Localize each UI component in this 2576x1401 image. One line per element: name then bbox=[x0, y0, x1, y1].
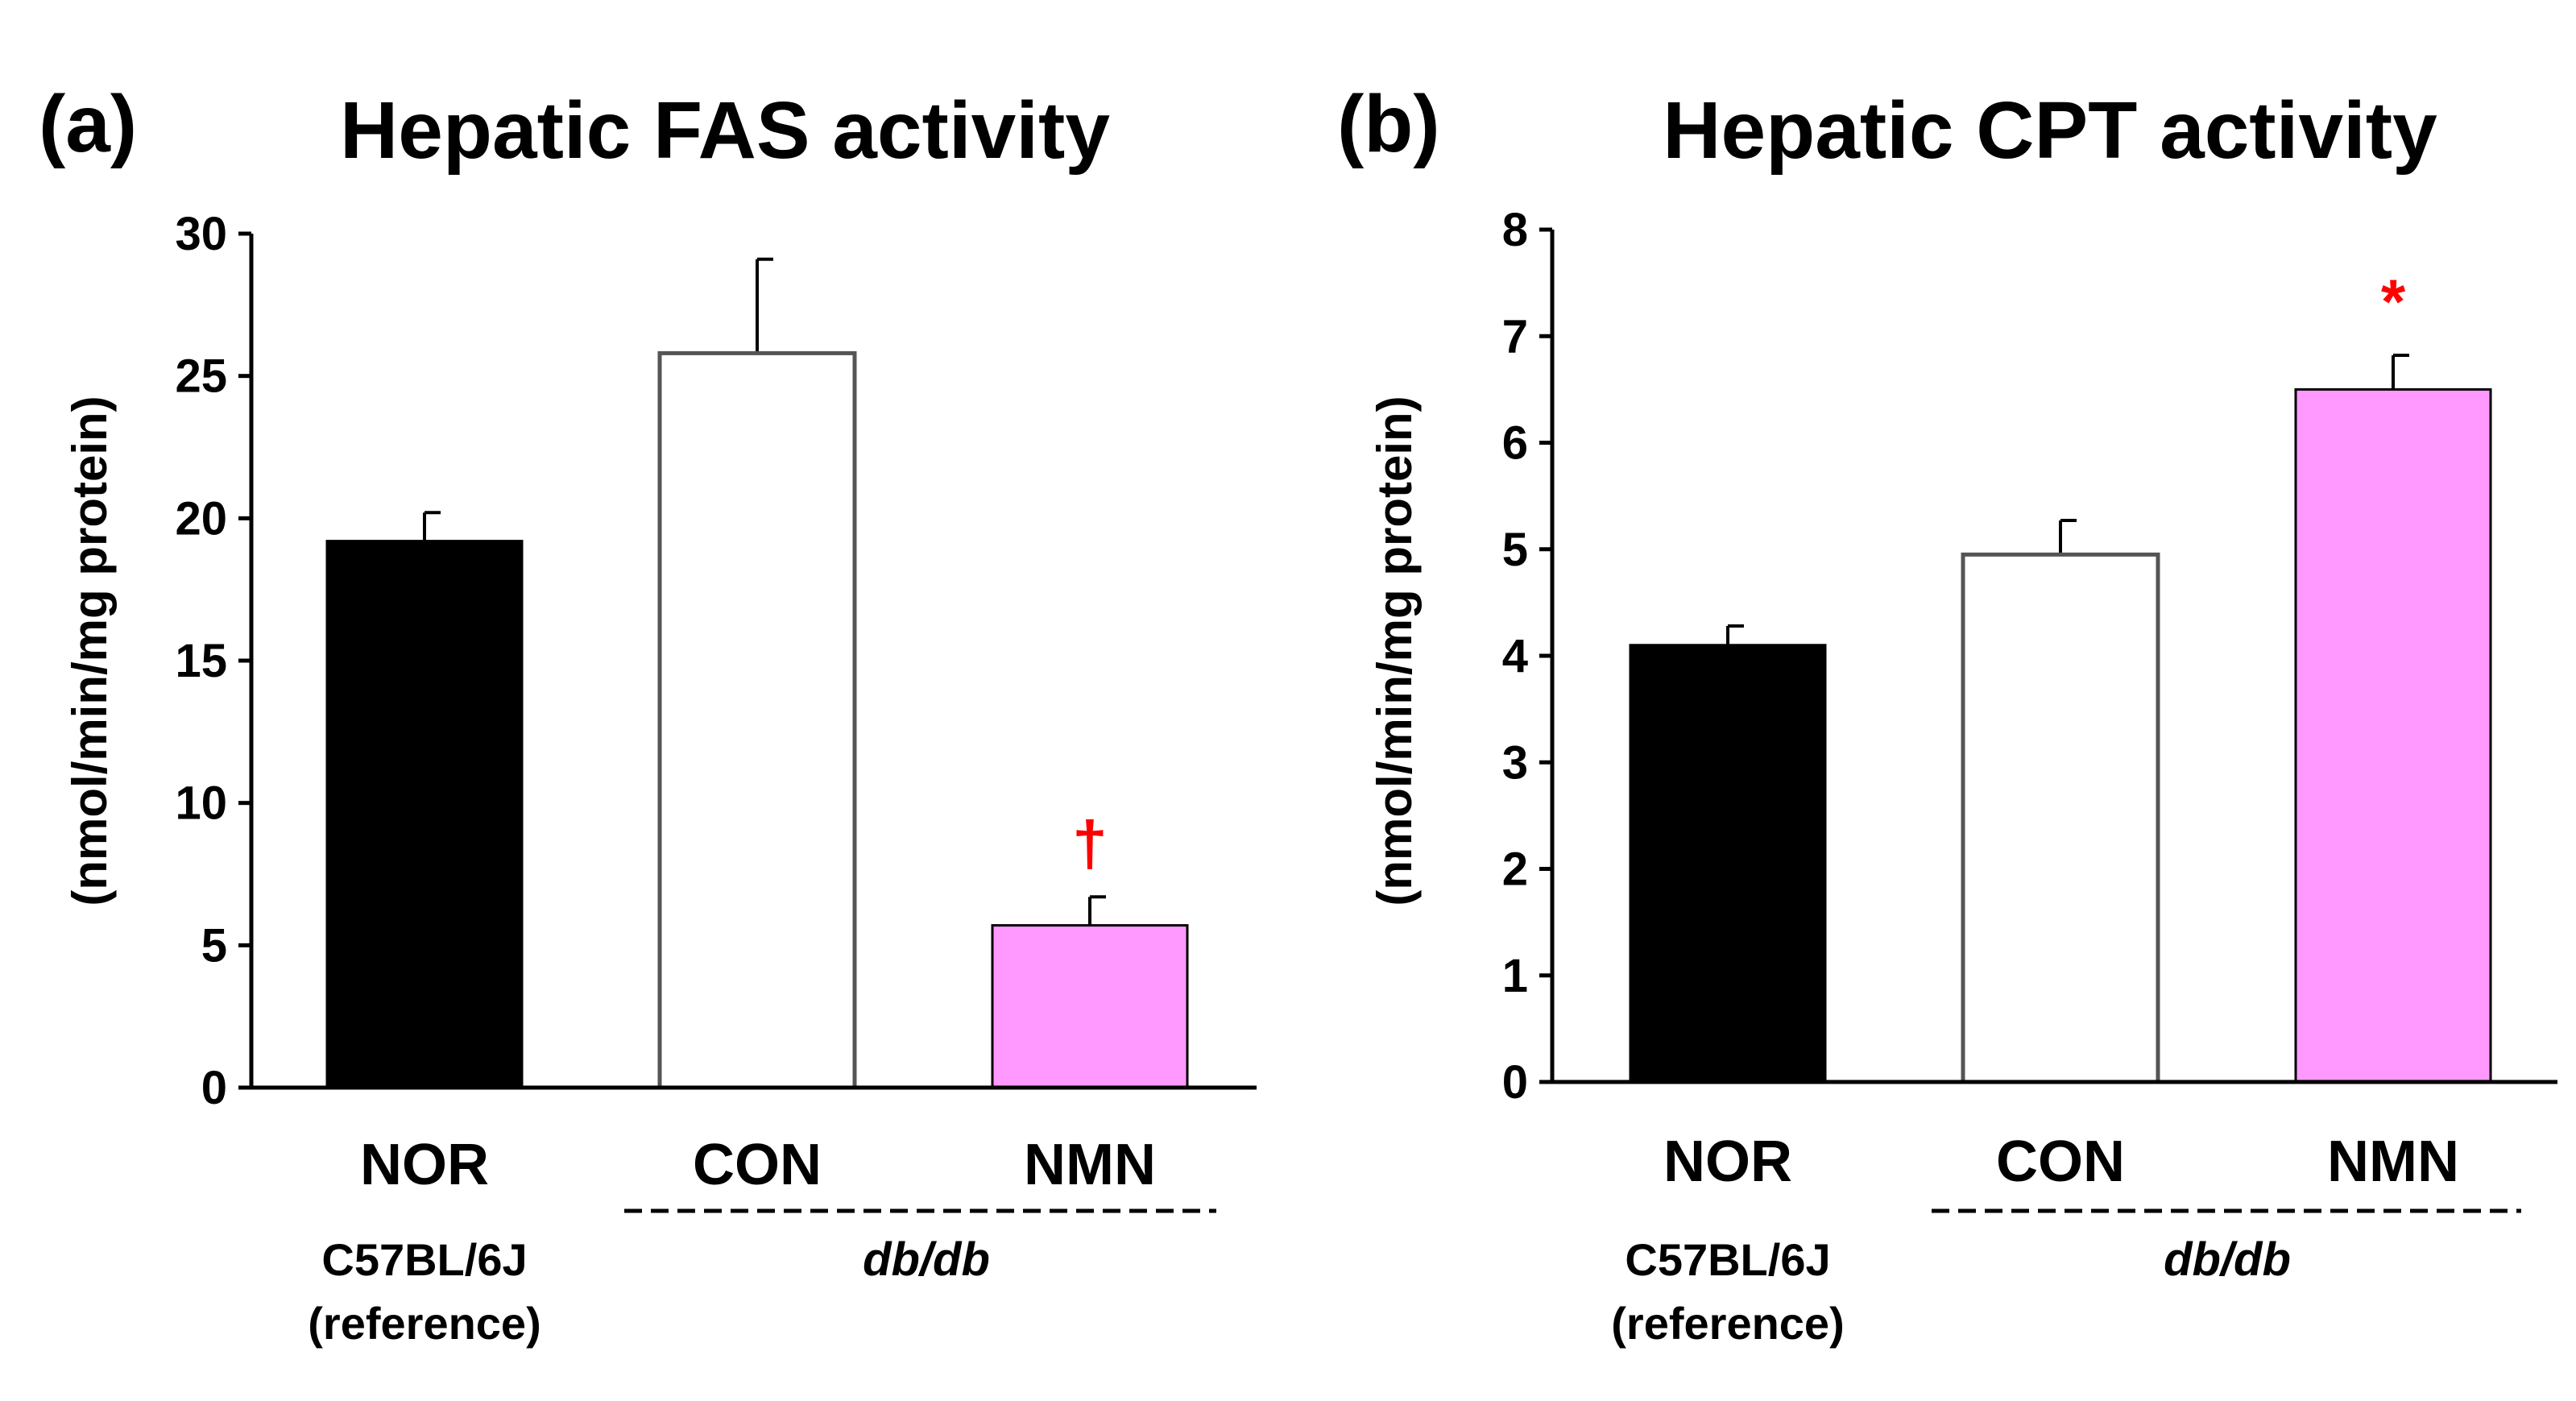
panel-a-reference-label: (reference) bbox=[308, 1298, 540, 1349]
panel-a-ytick-label: 15 bbox=[175, 635, 227, 687]
panel-a-y-axis-label: (nmol/min/mg protein) bbox=[63, 396, 117, 906]
panel-a-ytick-label: 20 bbox=[175, 492, 227, 545]
panel-b-reference-label: (reference) bbox=[1611, 1298, 1844, 1349]
panel-b-ytick-label: 7 bbox=[1502, 310, 1528, 363]
panel-a-group-label: db/db bbox=[863, 1233, 990, 1286]
panel-a-ytick-label: 30 bbox=[175, 208, 227, 260]
panel-a-strain-label: C57BL/6J bbox=[321, 1234, 527, 1285]
panel-b-strain-label: C57BL/6J bbox=[1625, 1234, 1830, 1285]
panel-b-ytick-label: 1 bbox=[1502, 950, 1528, 1002]
panel-a-nor-bar bbox=[325, 540, 524, 1089]
panel-a-title: Hepatic FAS activity bbox=[340, 85, 1110, 176]
panel-b-group-label: db/db bbox=[2164, 1233, 2291, 1286]
panel-b-ytick-label: 5 bbox=[1502, 524, 1528, 576]
panel-a-y-ticks: 0 5 10 15 20 25 30 bbox=[175, 208, 251, 1114]
panel-b: (b) Hepatic CPT activity (nmol/min/mg pr… bbox=[1337, 79, 2557, 1349]
panel-a-ytick-label: 10 bbox=[175, 777, 227, 830]
panel-b-bars: * bbox=[1629, 266, 2492, 1084]
panel-a-label: (a) bbox=[39, 79, 137, 169]
panel-b-ytick-label: 0 bbox=[1502, 1056, 1528, 1109]
panel-a-ytick-label: 25 bbox=[175, 350, 227, 403]
panel-a-con-bar bbox=[657, 350, 857, 1090]
panel-b-cat-con: CON bbox=[1996, 1130, 2125, 1194]
panel-a-nmn-bar bbox=[991, 924, 1189, 1089]
panel-a-cat-nor: NOR bbox=[360, 1133, 489, 1197]
panel-b-ytick-label: 8 bbox=[1502, 204, 1528, 256]
panel-b-cat-nor: NOR bbox=[1663, 1130, 1792, 1194]
panel-b-nor-bar bbox=[1629, 644, 1827, 1084]
panel-b-nmn-bar bbox=[2294, 388, 2492, 1084]
panel-a-cat-nmn: NMN bbox=[1024, 1133, 1156, 1197]
panel-b-con-bar bbox=[1961, 552, 2160, 1084]
panel-a-cat-con: CON bbox=[693, 1133, 822, 1197]
panel-b-nmn-significance-marker: * bbox=[2381, 266, 2406, 337]
panel-b-ytick-label: 6 bbox=[1502, 417, 1528, 470]
panel-b-ytick-label: 3 bbox=[1502, 736, 1528, 789]
panel-a-ytick-label: 0 bbox=[201, 1062, 227, 1114]
panel-b-cat-nmn: NMN bbox=[2327, 1130, 2459, 1194]
panel-a-nmn-significance-marker: † bbox=[1072, 807, 1107, 878]
panel-b-label: (b) bbox=[1337, 79, 1440, 169]
panel-b-ytick-label: 2 bbox=[1502, 844, 1528, 896]
panel-a-ytick-label: 5 bbox=[201, 919, 227, 972]
panel-b-y-axis-label: (nmol/min/mg protein) bbox=[1368, 396, 1422, 906]
panel-a-bars: † bbox=[325, 257, 1189, 1090]
panel-b-y-ticks: 0 1 2 3 4 5 6 7 8 bbox=[1502, 204, 1552, 1109]
panel-b-title: Hepatic CPT activity bbox=[1663, 85, 2437, 176]
panel-b-ytick-label: 4 bbox=[1502, 630, 1528, 682]
panel-a: (a) Hepatic FAS activity (nmol/min/mg pr… bbox=[39, 79, 1257, 1349]
